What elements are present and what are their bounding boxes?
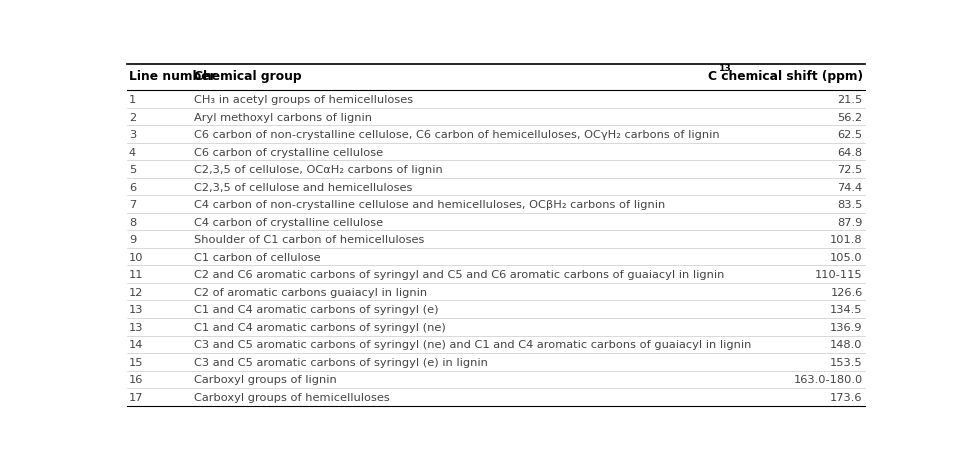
Text: 17: 17 <box>129 392 144 402</box>
Text: C2,3,5 of cellulose, OCαH₂ carbons of lignin: C2,3,5 of cellulose, OCαH₂ carbons of li… <box>194 165 443 175</box>
Text: 110-115: 110-115 <box>814 269 863 280</box>
Text: 134.5: 134.5 <box>830 305 863 314</box>
Text: 8: 8 <box>129 217 136 227</box>
Text: C6 carbon of non-crystalline cellulose, C6 carbon of hemicelluloses, OCγH₂ carbo: C6 carbon of non-crystalline cellulose, … <box>194 130 720 140</box>
Text: 105.0: 105.0 <box>830 252 863 262</box>
Text: 5: 5 <box>129 165 136 175</box>
Text: 87.9: 87.9 <box>838 217 863 227</box>
Text: C3 and C5 aromatic carbons of syringyl (ne) and C1 and C4 aromatic carbons of gu: C3 and C5 aromatic carbons of syringyl (… <box>194 339 751 350</box>
Text: 83.5: 83.5 <box>838 200 863 210</box>
Text: Carboxyl groups of lignin: Carboxyl groups of lignin <box>194 375 337 384</box>
Text: 101.8: 101.8 <box>830 235 863 244</box>
Text: C6 carbon of crystalline cellulose: C6 carbon of crystalline cellulose <box>194 147 383 157</box>
Text: 14: 14 <box>129 339 143 350</box>
Text: C3 and C5 aromatic carbons of syringyl (e) in lignin: C3 and C5 aromatic carbons of syringyl (… <box>194 357 487 367</box>
Text: 13: 13 <box>129 305 144 314</box>
Text: 21.5: 21.5 <box>838 95 863 105</box>
Text: C4 carbon of crystalline cellulose: C4 carbon of crystalline cellulose <box>194 217 383 227</box>
Text: C2 of aromatic carbons guaiacyl in lignin: C2 of aromatic carbons guaiacyl in ligni… <box>194 287 427 297</box>
Text: C chemical shift (ppm): C chemical shift (ppm) <box>707 70 863 83</box>
Text: 7: 7 <box>129 200 136 210</box>
Text: 136.9: 136.9 <box>830 322 863 332</box>
Text: CH₃ in acetyl groups of hemicelluloses: CH₃ in acetyl groups of hemicelluloses <box>194 95 413 105</box>
Text: 1: 1 <box>129 95 136 105</box>
Text: 6: 6 <box>129 182 136 192</box>
Text: 163.0-180.0: 163.0-180.0 <box>793 375 863 384</box>
Text: C1 and C4 aromatic carbons of syringyl (ne): C1 and C4 aromatic carbons of syringyl (… <box>194 322 446 332</box>
Text: 16: 16 <box>129 375 143 384</box>
Text: C4 carbon of non-crystalline cellulose and hemicelluloses, OCβH₂ carbons of lign: C4 carbon of non-crystalline cellulose a… <box>194 200 665 210</box>
Text: Chemical group: Chemical group <box>194 70 301 83</box>
Text: 173.6: 173.6 <box>830 392 863 402</box>
Text: C2 and C6 aromatic carbons of syringyl and C5 and C6 aromatic carbons of guaiacy: C2 and C6 aromatic carbons of syringyl a… <box>194 269 724 280</box>
Text: 15: 15 <box>129 357 144 367</box>
Text: C1 carbon of cellulose: C1 carbon of cellulose <box>194 252 320 262</box>
Text: C1 and C4 aromatic carbons of syringyl (e): C1 and C4 aromatic carbons of syringyl (… <box>194 305 438 314</box>
Text: 148.0: 148.0 <box>830 339 863 350</box>
Text: 13: 13 <box>129 322 144 332</box>
Text: 13: 13 <box>719 64 731 73</box>
Text: Aryl methoxyl carbons of lignin: Aryl methoxyl carbons of lignin <box>194 113 372 122</box>
Text: 11: 11 <box>129 269 144 280</box>
Text: 72.5: 72.5 <box>838 165 863 175</box>
Text: 9: 9 <box>129 235 136 244</box>
Text: 3: 3 <box>129 130 136 140</box>
Text: Shoulder of C1 carbon of hemicelluloses: Shoulder of C1 carbon of hemicelluloses <box>194 235 425 244</box>
Text: 10: 10 <box>129 252 144 262</box>
Text: 2: 2 <box>129 113 136 122</box>
Text: 56.2: 56.2 <box>838 113 863 122</box>
Text: 4: 4 <box>129 147 136 157</box>
Text: 12: 12 <box>129 287 143 297</box>
Text: 126.6: 126.6 <box>830 287 863 297</box>
Text: 62.5: 62.5 <box>838 130 863 140</box>
Text: 74.4: 74.4 <box>838 182 863 192</box>
Text: Line number: Line number <box>129 70 215 83</box>
Text: Carboxyl groups of hemicelluloses: Carboxyl groups of hemicelluloses <box>194 392 390 402</box>
Text: C2,3,5 of cellulose and hemicelluloses: C2,3,5 of cellulose and hemicelluloses <box>194 182 412 192</box>
Text: 153.5: 153.5 <box>830 357 863 367</box>
Text: 64.8: 64.8 <box>838 147 863 157</box>
